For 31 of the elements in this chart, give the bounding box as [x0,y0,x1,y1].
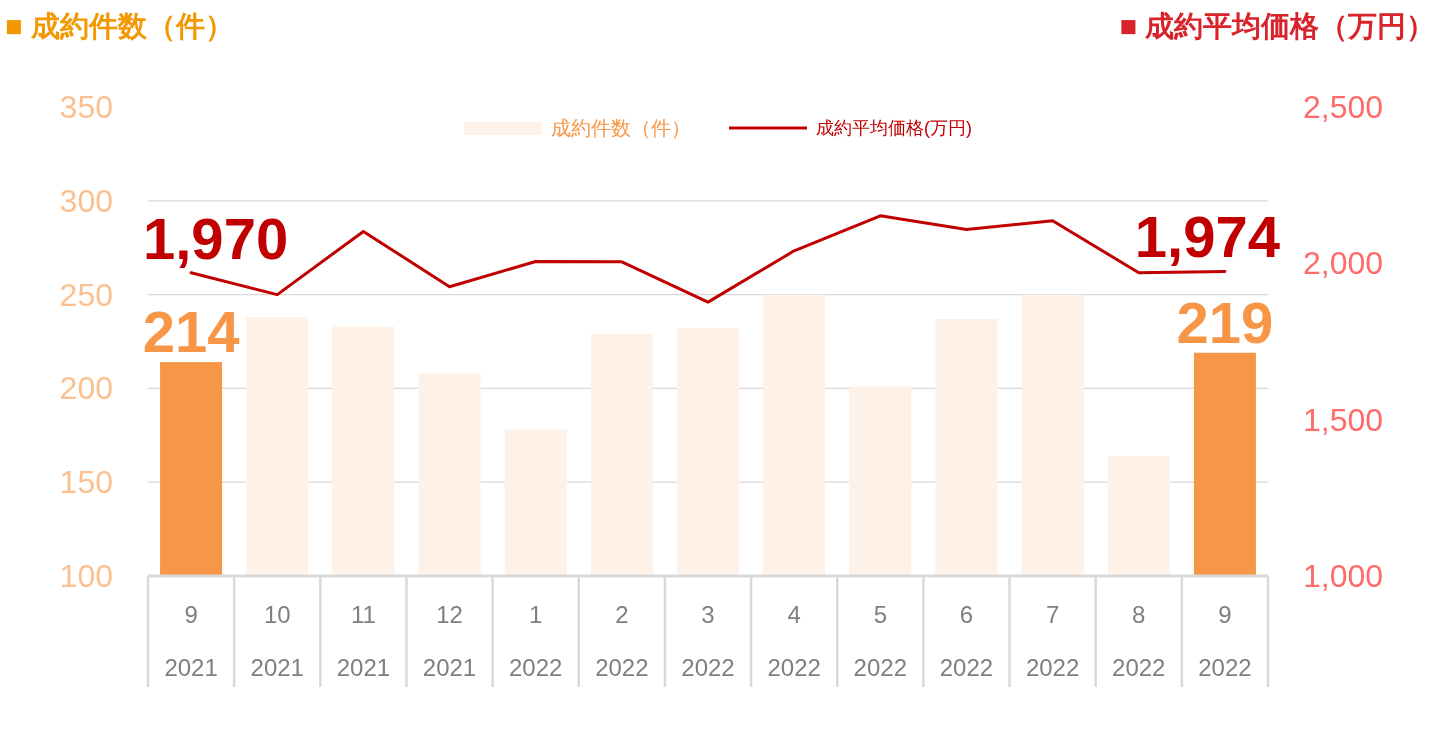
x-tick-label: 12 2021 [422,600,477,681]
y-tick-label: 200 [59,370,113,407]
y2-tick-label: 1,500 [1303,401,1384,438]
x-tick-label: 7 2022 [1025,600,1080,681]
x-tick-label: 10 2021 [250,600,304,681]
y-tick-label: 300 [59,182,113,219]
y2-tick-label: 2,000 [1303,245,1384,282]
x-tick-label: 5 2022 [853,600,907,681]
data-label: 1,970 [143,205,289,271]
y-tick-label: 150 [59,464,113,501]
x-tick-label: 4 2022 [767,600,821,681]
legend-label: 成約件数（件） [551,117,691,139]
y-tick-label: 100 [59,558,113,594]
y-axis-title: ■ 成約件数（件） [5,10,234,42]
x-tick-label: 6 2022 [939,600,994,681]
x-tick-label: 9 2021 [164,600,218,681]
y2-tick-label: 1,000 [1303,558,1384,594]
x-tick-label: 3 2022 [681,600,735,681]
y-tick-label: 350 [59,89,113,125]
x-tick-label: 2 2022 [595,600,649,681]
data-label: 214 [142,299,240,365]
y2-axis-title: ■ 成約平均価格（万円） [1119,10,1435,42]
x-tick-label: 11 2021 [336,600,391,681]
data-label: 219 [1176,289,1274,355]
legend-label: 成約平均価格(万円) [816,118,972,138]
x-tick-label: 1 2022 [509,600,563,681]
x-tick-label: 9 2022 [1198,600,1252,681]
y2-tick-label: 2,500 [1303,89,1384,125]
y-tick-label: 250 [59,276,113,313]
x-tick-label: 8 2022 [1112,600,1166,681]
data-label: 1,974 [1134,204,1280,270]
